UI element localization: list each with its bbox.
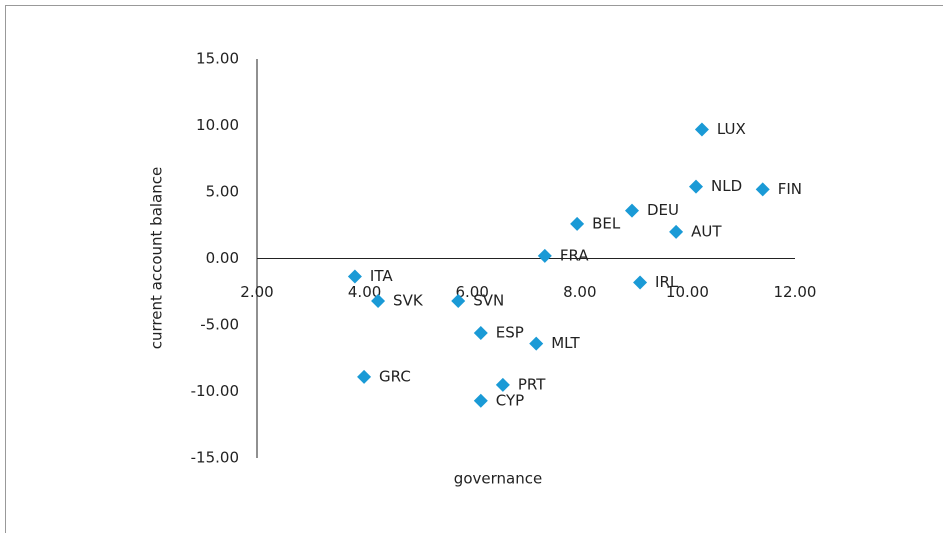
point (529, 337, 543, 351)
point (357, 370, 371, 384)
point (496, 378, 510, 392)
point-label: FRA (560, 246, 589, 264)
point-label: AUT (691, 222, 722, 240)
point-label: ESP (496, 323, 524, 341)
point-label: ITA (370, 267, 393, 285)
point-label: IRL (655, 273, 679, 291)
y-tick-label: 0.00 (206, 249, 239, 267)
point-label: FIN (778, 180, 802, 198)
y-tick-label: -5.00 (200, 316, 239, 334)
point (625, 204, 639, 218)
x-axis-label: governance (454, 470, 542, 488)
point-label: BEL (592, 214, 621, 232)
x-tick-label: 2.00 (240, 283, 273, 301)
point-label: SVN (473, 292, 504, 310)
point (474, 394, 488, 408)
point-label: SVK (393, 292, 424, 310)
y-tick-label: 15.00 (196, 50, 239, 68)
point (474, 326, 488, 340)
y-tick-label: 10.00 (196, 116, 239, 134)
point (633, 275, 647, 289)
y-tick-label: -10.00 (191, 382, 239, 400)
point-label: NLD (711, 177, 742, 195)
point-label: DEU (647, 201, 679, 219)
point (756, 182, 770, 196)
y-tick-label: 5.00 (206, 183, 239, 201)
point (669, 225, 683, 239)
point (348, 269, 362, 283)
frame (6, 6, 943, 534)
point (695, 122, 709, 136)
point-label: CYP (496, 391, 524, 409)
x-tick-label: 12.00 (774, 283, 817, 301)
point (570, 217, 584, 231)
point (538, 249, 552, 263)
point-label: LUX (717, 120, 746, 138)
x-tick-label: 8.00 (563, 283, 596, 301)
y-tick-label: -15.00 (191, 449, 239, 467)
point-label: MLT (551, 334, 580, 352)
y-axis-label: current account balance (148, 167, 166, 349)
point-label: GRC (379, 367, 411, 385)
point (689, 180, 703, 194)
